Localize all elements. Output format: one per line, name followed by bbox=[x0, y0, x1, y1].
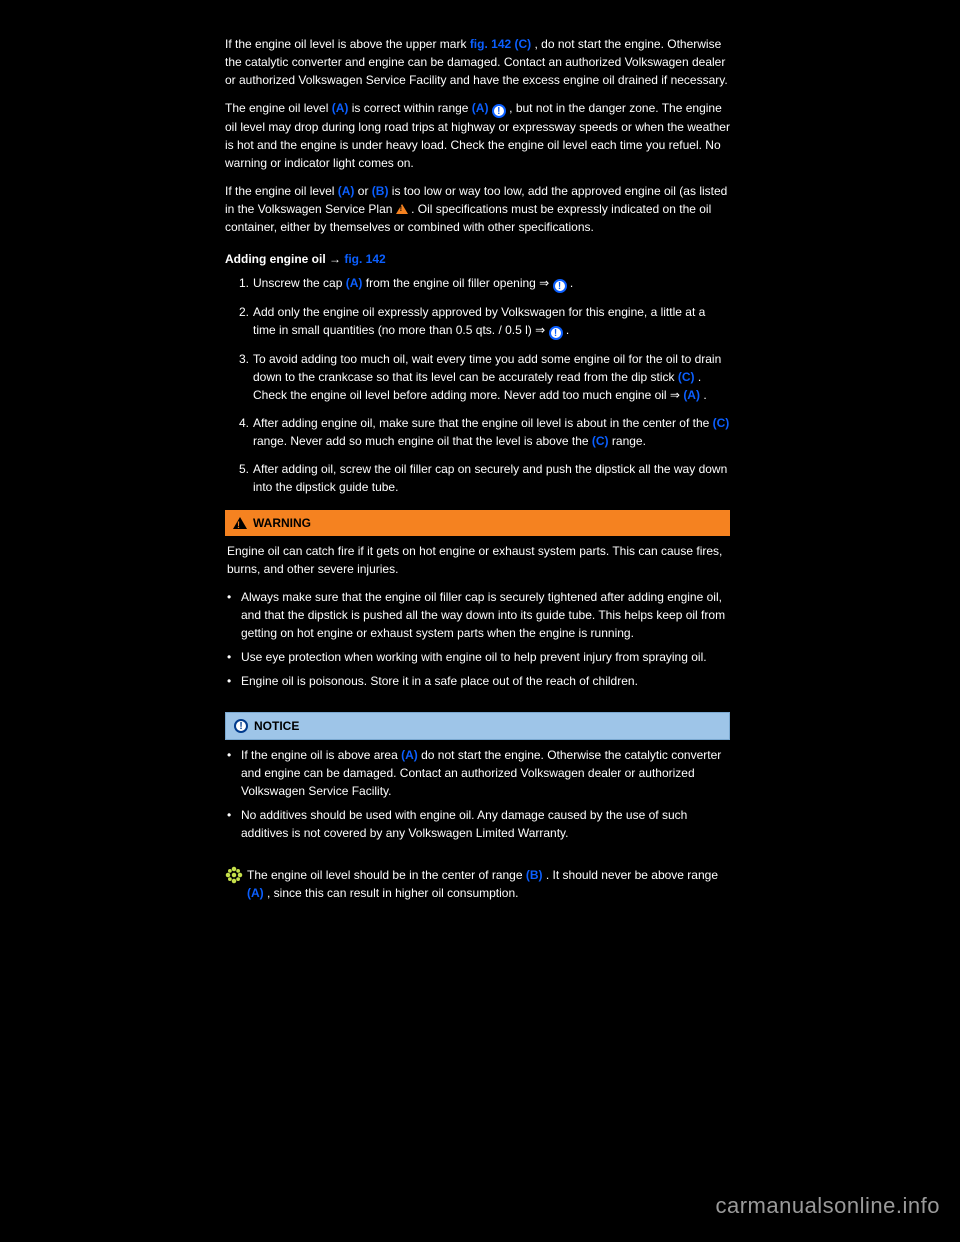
list-item: 3. To avoid adding too much oil, wait ev… bbox=[239, 350, 730, 404]
marker-link[interactable]: (A) bbox=[247, 886, 264, 900]
list-number: 4. bbox=[239, 414, 253, 450]
list-number: 3. bbox=[239, 350, 253, 404]
ordered-list: 1. Unscrew the cap (A) from the engine o… bbox=[239, 274, 730, 496]
text: After adding oil, screw the oil filler c… bbox=[253, 460, 730, 496]
notice-circle-icon: ! bbox=[234, 719, 248, 733]
list-item: 2. Add only the engine oil expressly app… bbox=[239, 303, 730, 340]
list-number: 5. bbox=[239, 460, 253, 496]
text: If the engine oil level is above the upp… bbox=[225, 37, 470, 51]
notice-circle-icon: ! bbox=[492, 104, 506, 118]
text: If the engine oil level bbox=[225, 184, 338, 198]
text: . bbox=[566, 323, 569, 337]
list-number: 2. bbox=[239, 303, 253, 340]
marker-link[interactable]: (A) bbox=[472, 101, 489, 115]
marker-link[interactable]: (A) bbox=[338, 184, 355, 198]
notice-box: ! NOTICE If the engine oil is above area… bbox=[225, 712, 730, 854]
warning-triangle-icon bbox=[396, 204, 408, 214]
text: range. Never add so much engine oil that… bbox=[253, 434, 592, 448]
bullet-item: If the engine oil is above area (A) do n… bbox=[227, 746, 728, 800]
marker-link[interactable]: (A) bbox=[346, 276, 363, 290]
intro-para-1: If the engine oil level is above the upp… bbox=[225, 35, 730, 89]
warning-body: Engine oil can catch fire if it gets on … bbox=[225, 536, 730, 702]
eco-tip: The engine oil level should be in the ce… bbox=[225, 866, 730, 902]
text: . bbox=[570, 276, 573, 290]
text: from the engine oil filler opening ⇒ bbox=[366, 276, 553, 290]
fig-ref-link[interactable]: fig. 142 (C) bbox=[470, 37, 531, 51]
text: The engine oil level bbox=[225, 101, 332, 115]
watermark: carmanualsonline.info bbox=[715, 1189, 940, 1222]
text: The engine oil level should be in the ce… bbox=[247, 868, 526, 882]
bullet-item: No additives should be used with engine … bbox=[227, 806, 728, 842]
notice-circle-icon: ! bbox=[549, 326, 563, 340]
eco-flower-icon bbox=[225, 866, 243, 884]
marker-link[interactable]: (C) bbox=[713, 416, 730, 430]
intro-para-2: The engine oil level (A) is correct with… bbox=[225, 99, 730, 172]
marker-link[interactable]: (A) bbox=[401, 748, 418, 762]
text: After adding engine oil, make sure that … bbox=[253, 416, 713, 430]
warning-triangle-icon bbox=[233, 517, 247, 529]
marker-link[interactable]: (C) bbox=[592, 434, 609, 448]
notice-circle-icon: ! bbox=[553, 279, 567, 293]
fig-ref-link[interactable]: fig. 142 bbox=[344, 252, 385, 266]
text: . bbox=[703, 388, 706, 402]
list-item: 5. After adding oil, screw the oil fille… bbox=[239, 460, 730, 496]
notice-header: ! NOTICE bbox=[225, 712, 730, 740]
list-number: 1. bbox=[239, 274, 253, 293]
list-item: 4. After adding engine oil, make sure th… bbox=[239, 414, 730, 450]
text: To avoid adding too much oil, wait every… bbox=[253, 352, 721, 384]
bullet-item: Use eye protection when working with eng… bbox=[227, 648, 728, 666]
marker-link[interactable]: (B) bbox=[526, 868, 543, 882]
bullet-item: Always make sure that the engine oil fil… bbox=[227, 588, 728, 642]
page-content: If the engine oil level is above the upp… bbox=[225, 35, 730, 902]
text: is correct within range bbox=[352, 101, 472, 115]
text: Unscrew the cap bbox=[253, 276, 346, 290]
warning-header: WARNING bbox=[225, 510, 730, 536]
notice-label: NOTICE bbox=[254, 717, 299, 735]
list-item: 1. Unscrew the cap (A) from the engine o… bbox=[239, 274, 730, 293]
marker-link[interactable]: (A) bbox=[683, 388, 700, 402]
text: range. bbox=[612, 434, 646, 448]
bullet-item: Engine oil is poisonous. Store it in a s… bbox=[227, 672, 728, 690]
section-heading: Adding engine oil → fig. 142 bbox=[225, 250, 730, 268]
warning-box: WARNING Engine oil can catch fire if it … bbox=[225, 510, 730, 702]
marker-link[interactable]: (A) bbox=[332, 101, 349, 115]
intro-para-3: If the engine oil level (A) or (B) is to… bbox=[225, 182, 730, 236]
marker-link[interactable]: (B) bbox=[372, 184, 389, 198]
text: If the engine oil is above area bbox=[241, 748, 401, 762]
warning-label: WARNING bbox=[253, 514, 311, 532]
text: . It should never be above range bbox=[546, 868, 718, 882]
text: , since this can result in higher oil co… bbox=[267, 886, 518, 900]
text: or bbox=[358, 184, 372, 198]
warning-text: Engine oil can catch fire if it gets on … bbox=[227, 542, 728, 578]
notice-body: If the engine oil is above area (A) do n… bbox=[225, 740, 730, 854]
text: Add only the engine oil expressly approv… bbox=[253, 305, 705, 337]
marker-link[interactable]: (C) bbox=[678, 370, 695, 384]
